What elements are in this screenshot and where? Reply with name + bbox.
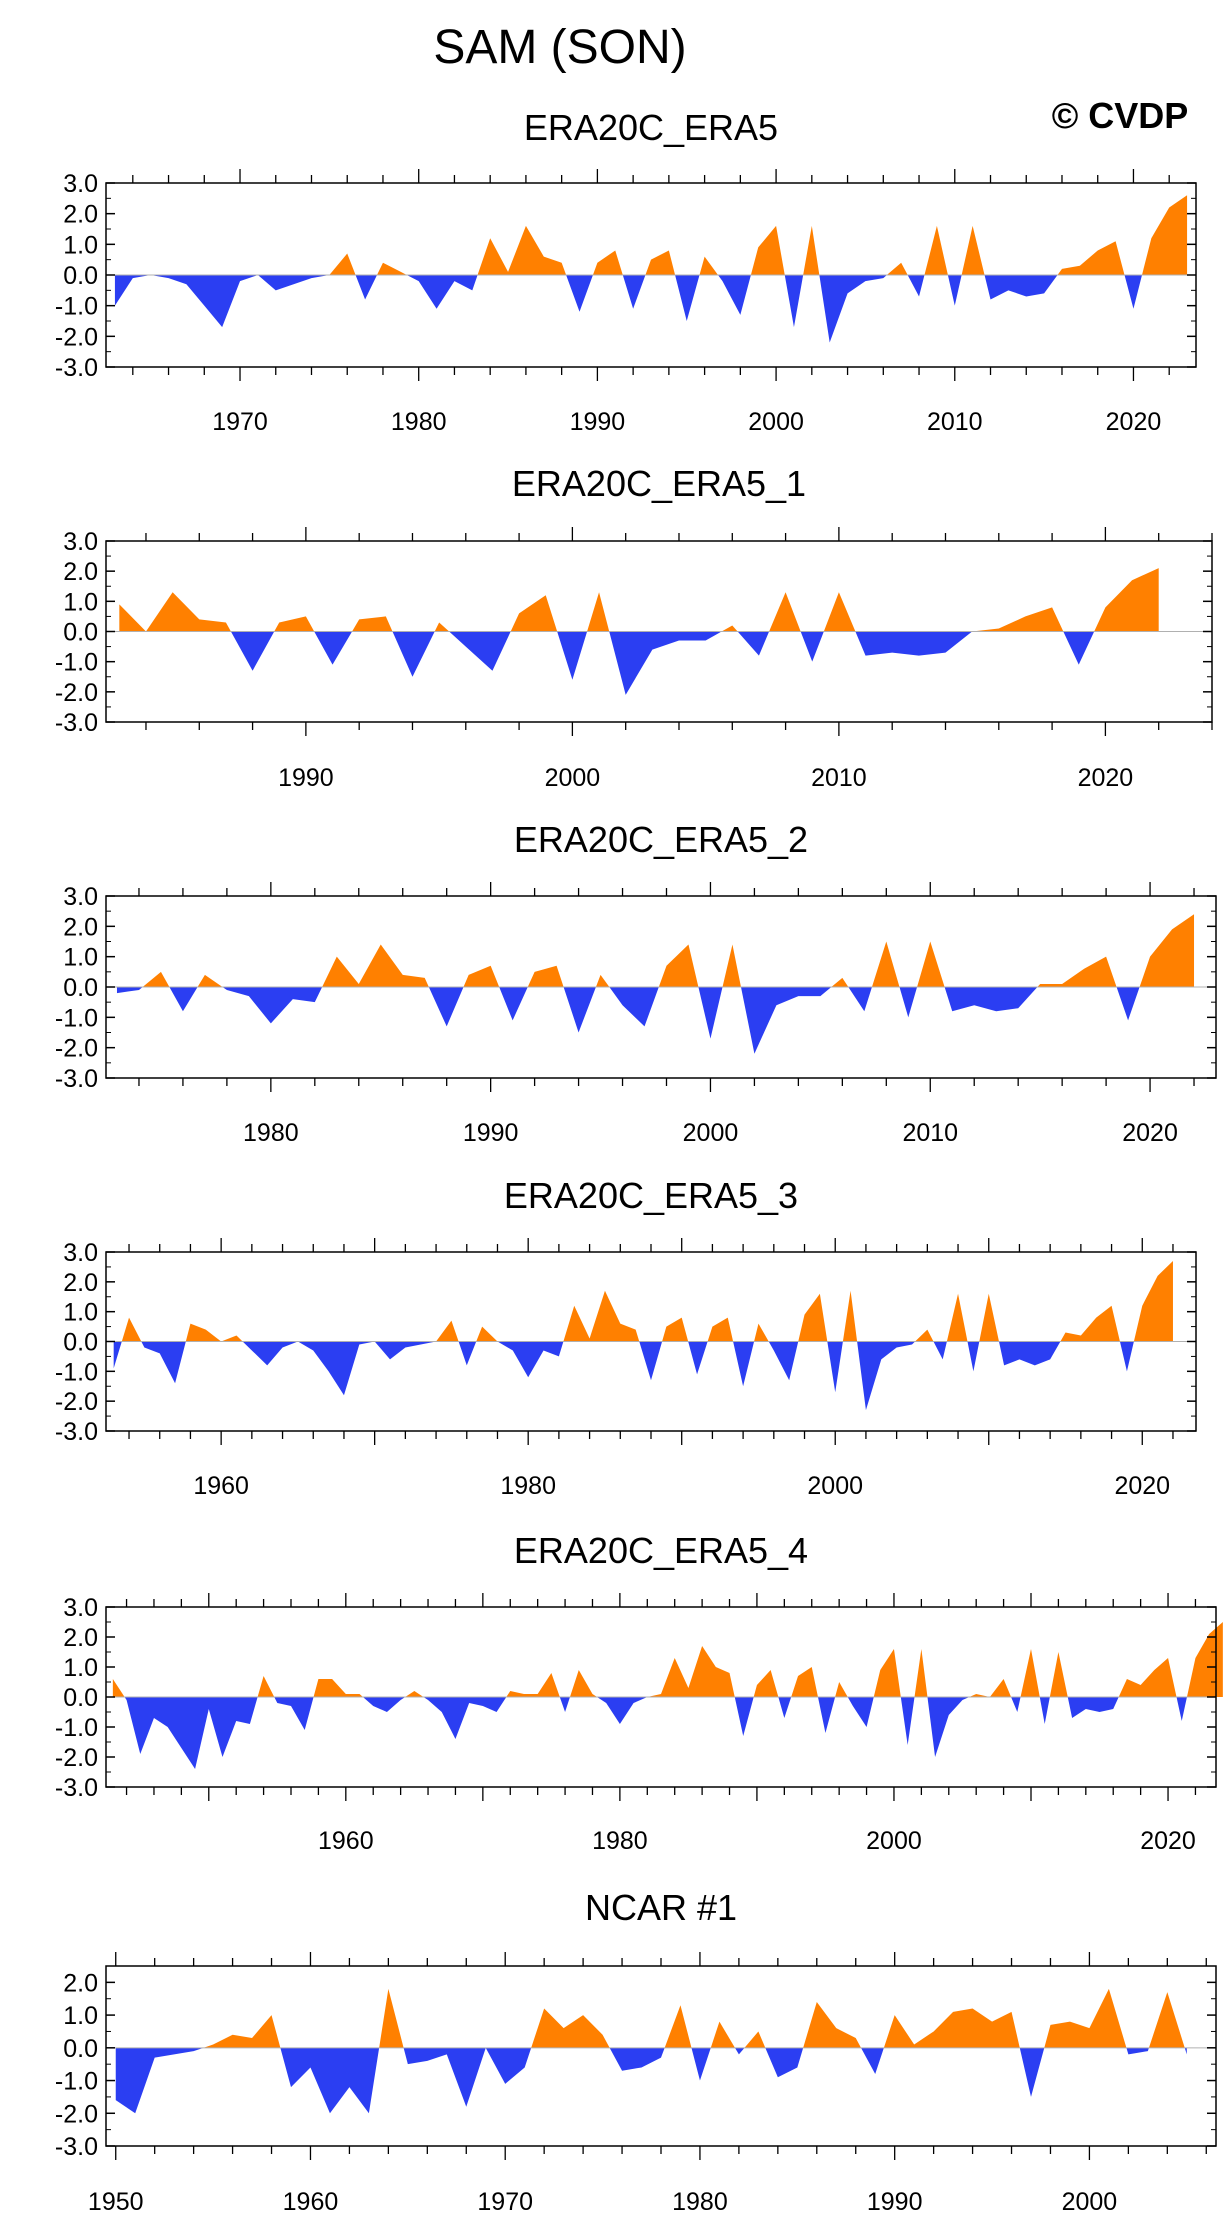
x-tick-label: 2000: [748, 408, 804, 436]
y-tick-label: 3.0: [63, 1239, 98, 1267]
x-tick-label: 2020: [1078, 764, 1134, 792]
y-tick-label: -2.0: [55, 679, 98, 707]
figure-title: SAM (SON): [433, 21, 686, 74]
y-tick-label: 0.0: [63, 974, 98, 1002]
x-tick-label: 1970: [477, 2188, 533, 2216]
x-tick-label: 1980: [391, 408, 447, 436]
y-tick-label: -3.0: [55, 354, 98, 382]
x-tick-label: 1990: [570, 408, 626, 436]
positive-area: [113, 1260, 1173, 1342]
y-tick-label: 3.0: [63, 528, 98, 556]
negative-area: [116, 987, 1195, 1054]
negative-area: [113, 1341, 1173, 1411]
x-tick-label: 2020: [1106, 408, 1162, 436]
y-tick-label: -3.0: [55, 1418, 98, 1446]
watermark: © CVDP: [1052, 95, 1189, 136]
x-tick-label: 1960: [283, 2188, 339, 2216]
negative-area: [119, 631, 1159, 695]
x-tick-label: 1970: [212, 408, 268, 436]
chart-panel-3: ERA20C_ERA5_2 3.02.0 1.00.0-1.0 -2.0-3.0 198…: [55, 819, 1217, 1147]
y-tick-label: 1.0: [63, 1299, 98, 1327]
x-tick-label: 1990: [278, 764, 334, 792]
x-tick-label: 1990: [463, 1119, 519, 1147]
y-tick-label: -2.0: [55, 323, 98, 351]
x-tick-label: 2000: [545, 764, 601, 792]
y-tick-label: -3.0: [55, 1774, 98, 1802]
x-tick-label: 2010: [902, 1119, 958, 1147]
chart-panel-6: NCAR #1 2.0 1.0 0.0 -1.0 -2.0 -3.0 1950 1960 1970…: [55, 1887, 1217, 2216]
x-tick-label: 2020: [1114, 1472, 1170, 1500]
panel-title: NCAR #1: [585, 1887, 737, 1928]
positive-area: [112, 1622, 1223, 1697]
negative-area: [112, 1697, 1223, 1769]
y-tick-label: 1.0: [63, 231, 98, 259]
negative-area: [114, 275, 1188, 343]
x-tick-label: 1960: [318, 1827, 374, 1855]
y-tick-label: 0.0: [63, 619, 98, 647]
x-tick-label: 2020: [1122, 1119, 1178, 1147]
y-tick-label: 3.0: [63, 1594, 98, 1622]
y-tick-label: -3.0: [55, 1065, 98, 1093]
panel-title: ERA20C_ERA5: [524, 107, 778, 148]
positive-area: [115, 1988, 1187, 2048]
chart-panel-2: ERA20C_ERA5_1 3.02.01.0 0.0-1.0-2.0-3.0 199…: [55, 463, 1213, 792]
y-tick-label: -3.0: [55, 2133, 98, 2161]
y-tick-label: -1.0: [55, 1358, 98, 1386]
y-tick-label: -2.0: [55, 2100, 98, 2128]
y-tick-label: 2.0: [63, 913, 98, 941]
negative-area: [115, 2047, 1187, 2114]
chart-panel-1: ERA20C_ERA5 3.0 2.01.0 0.0 -1.0-2.0 -3.0 1970 1…: [55, 107, 1197, 436]
x-tick-label: 2010: [927, 408, 983, 436]
y-tick-label: -3.0: [55, 709, 98, 737]
x-tick-label: 2000: [866, 1827, 922, 1855]
y-tick-label: 1.0: [63, 944, 98, 972]
y-tick-label: -1.0: [55, 2068, 98, 2096]
positive-area: [114, 195, 1188, 275]
y-tick-label: -1.0: [55, 649, 98, 677]
y-tick-label: -1.0: [55, 1004, 98, 1032]
x-tick-label: 2020: [1140, 1827, 1196, 1855]
x-tick-label: 2000: [807, 1472, 863, 1500]
y-tick-label: 1.0: [63, 1654, 98, 1682]
x-tick-label: 1980: [672, 2188, 728, 2216]
y-tick-label: 2.0: [63, 1624, 98, 1652]
x-tick-label: 1990: [867, 2188, 923, 2216]
y-tick-label: -1.0: [55, 293, 98, 321]
panel-title: ERA20C_ERA5_3: [504, 1175, 798, 1216]
chart-panel-5: ERA20C_ERA5_4 3.02.01.00.0-1.0-2.0-3.0 196…: [55, 1530, 1223, 1855]
y-tick-label: 0.0: [63, 2035, 98, 2063]
x-tick-label: 1980: [243, 1119, 299, 1147]
y-tick-label: 2.0: [63, 1969, 98, 1997]
y-tick-label: 0.0: [63, 1684, 98, 1712]
y-tick-label: 3.0: [63, 883, 98, 911]
x-tick-label: 1960: [193, 1472, 249, 1500]
y-tick-label: 1.0: [63, 2002, 98, 2030]
panel-title: ERA20C_ERA5_2: [514, 819, 808, 860]
y-tick-label: 0.0: [63, 1329, 98, 1357]
y-tick-label: 1.0: [63, 588, 98, 616]
x-tick-label: 1980: [500, 1472, 556, 1500]
x-tick-label: 2010: [811, 764, 867, 792]
y-tick-label: 2.0: [63, 558, 98, 586]
x-tick-label: 2000: [1062, 2188, 1118, 2216]
y-tick-label: 3.0: [63, 170, 98, 198]
positive-area: [116, 914, 1195, 987]
positive-area: [119, 568, 1159, 632]
x-tick-label: 2000: [683, 1119, 739, 1147]
panel-title: ERA20C_ERA5_1: [512, 463, 806, 504]
y-tick-label: -2.0: [55, 1744, 98, 1772]
y-tick-label: 2.0: [63, 1269, 98, 1297]
y-tick-label: -2.0: [55, 1035, 98, 1063]
x-tick-label: 1980: [592, 1827, 648, 1855]
y-tick-label: -1.0: [55, 1714, 98, 1742]
panel-title: ERA20C_ERA5_4: [514, 1530, 808, 1571]
y-tick-label: 0.0: [63, 262, 98, 290]
x-tick-label: 1950: [88, 2188, 144, 2216]
chart-panel-4: ERA20C_ERA5_3 3.02.01.00.0-1.0-2.0-3.0 196…: [55, 1175, 1197, 1500]
y-tick-label: -2.0: [55, 1388, 98, 1416]
y-tick-label: 2.0: [63, 201, 98, 229]
